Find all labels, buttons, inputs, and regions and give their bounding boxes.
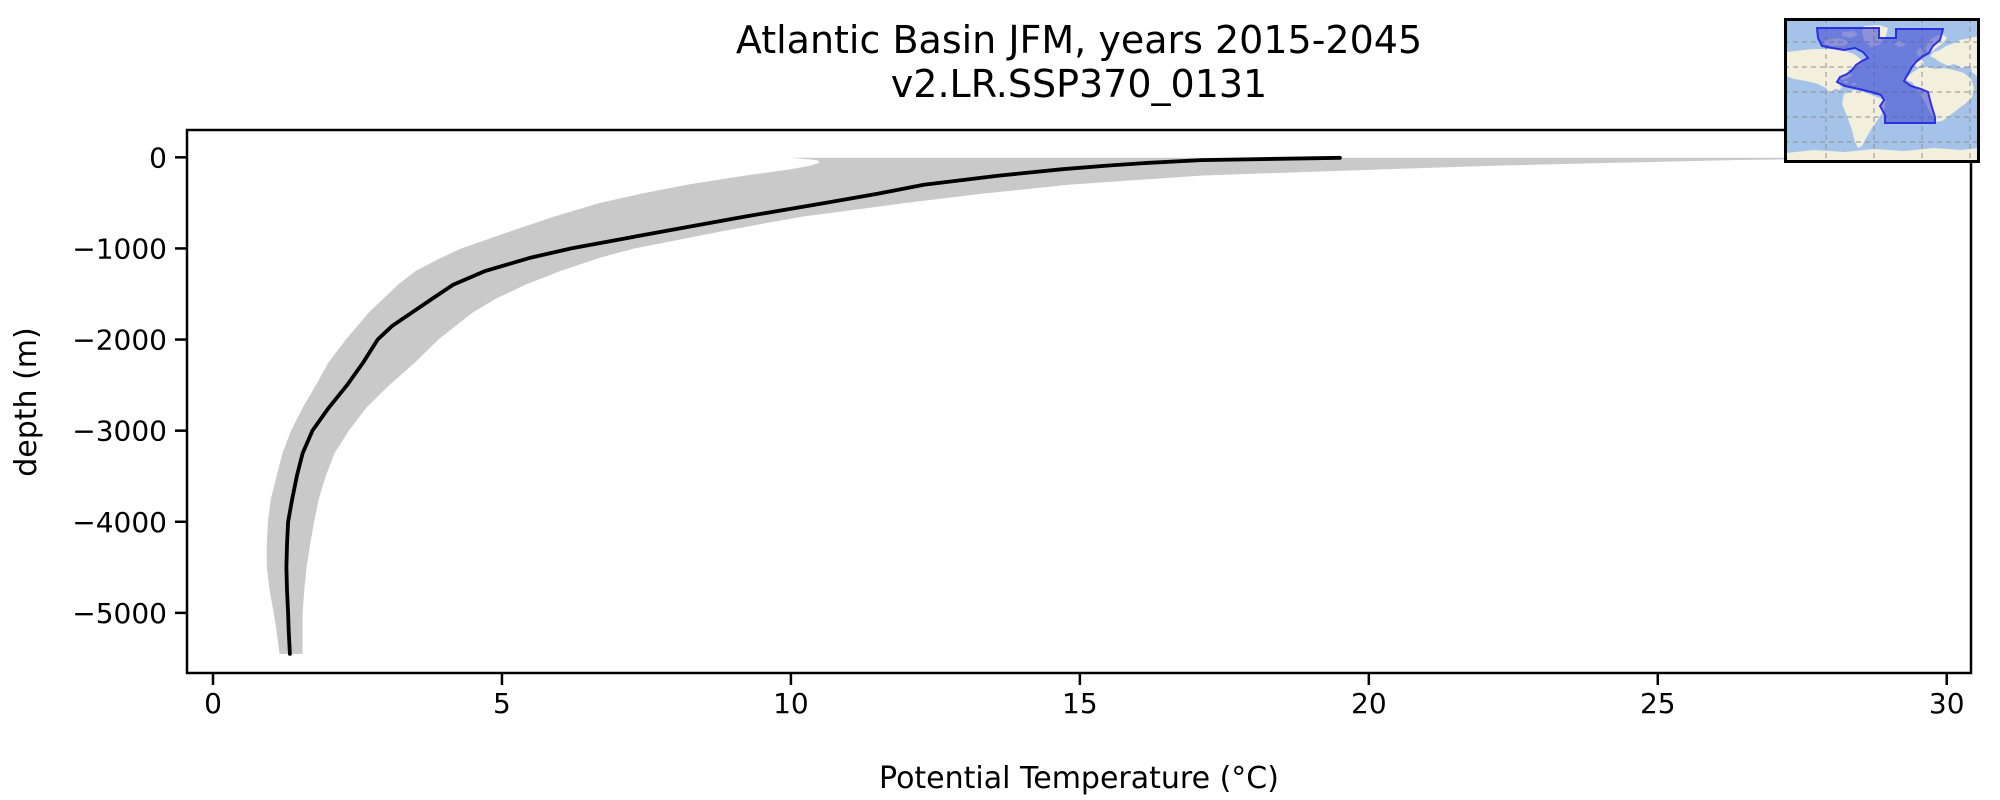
x-tick-label: 20: [1351, 687, 1387, 720]
map-border: [1784, 18, 1980, 163]
y-axis-label: depth (m): [9, 327, 44, 477]
x-axis-label: Potential Temperature (°C): [879, 761, 1279, 796]
map-atlantic-region: [1815, 27, 1945, 124]
x-tick-label: 5: [493, 687, 511, 720]
y-tick-label: −4000: [72, 506, 167, 539]
x-tick-label: 30: [1929, 687, 1965, 720]
axes-spines: [185, 128, 1973, 675]
spread-band-area: [266, 157, 1918, 654]
axes: 0 5 10 15 20 25 30 0 −1000 −2000 −3000 −4000 −5000: [72, 128, 1973, 720]
x-tick-label: 15: [1062, 687, 1098, 720]
chart-subtitle: v2.LR.SSP370_0131: [890, 62, 1268, 106]
y-tick-label: 0: [149, 141, 167, 174]
mean-line: [284, 155, 1342, 656]
x-tick-label: 10: [773, 687, 809, 720]
chart-title-block: Atlantic Basin JFM, years 2015-2045 v2.L…: [79, 18, 2000, 106]
y-tick-label: −2000: [72, 324, 167, 357]
x-tick-label: 0: [204, 687, 222, 720]
inset-map: [1784, 18, 1980, 163]
y-tick-label: −5000: [72, 597, 167, 630]
x-tick-label: 25: [1640, 687, 1676, 720]
spread-band: [266, 157, 1918, 654]
chart-title: Atlantic Basin JFM, years 2015-2045: [735, 18, 1423, 62]
mean-line-path: [284, 155, 1342, 656]
y-tick-label: −3000: [72, 415, 167, 448]
y-tick-label: −1000: [72, 232, 167, 265]
